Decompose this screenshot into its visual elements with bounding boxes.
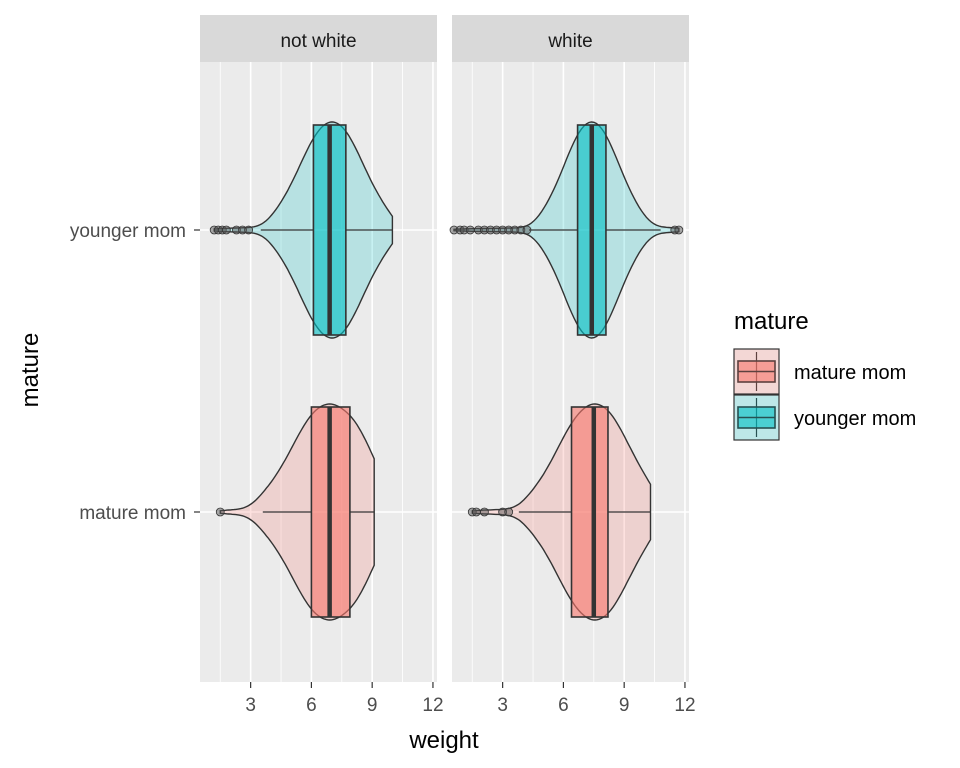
legend-key-violin — [733, 348, 780, 395]
outlier-point — [480, 507, 489, 517]
group-younger-mom — [209, 121, 394, 339]
x-tick-label: 12 — [674, 695, 695, 716]
x-axis-title: weight — [408, 727, 479, 754]
outlier-point — [504, 507, 514, 517]
outlier-point — [215, 507, 225, 517]
legend-key — [733, 348, 780, 395]
panel-not-white: not white 3 6 9 12 — [200, 15, 444, 716]
strip-label: white — [547, 31, 592, 52]
strip-background — [452, 15, 689, 62]
y-axis: younger mom mature mom — [70, 221, 200, 524]
legend: mature mature mom younger mom — [733, 308, 916, 441]
x-tick-label: 3 — [497, 695, 508, 716]
panels: not white 3 6 9 12 white 3 6 9 12 — [200, 15, 696, 716]
x-tick-label: 6 — [306, 695, 317, 716]
panel-white: white 3 6 9 12 — [449, 15, 696, 716]
panel-background — [452, 62, 689, 682]
outlier-point — [674, 225, 684, 235]
x-tick-label: 9 — [367, 695, 378, 716]
x-tick-label: 12 — [422, 695, 443, 716]
y-tick-label: younger mom — [70, 221, 186, 242]
y-tick-label: mature mom — [79, 503, 186, 524]
legend-key — [733, 394, 780, 441]
x-tick-label: 3 — [245, 695, 256, 716]
strip-label: not white — [280, 31, 356, 52]
group-mature-mom — [215, 403, 375, 621]
legend-label: mature mom — [794, 362, 906, 384]
strip-background — [200, 15, 437, 62]
box — [570, 406, 609, 618]
legend-key-violin — [733, 394, 780, 441]
x-tick-label: 9 — [619, 695, 630, 716]
legend-label: younger mom — [794, 408, 916, 430]
x-tick-label: 6 — [558, 695, 569, 716]
outlier-point — [465, 225, 475, 235]
legend-title: mature — [734, 308, 809, 335]
outlier-point — [221, 225, 231, 235]
outlier-point — [244, 225, 254, 235]
group-mature-mom — [467, 403, 652, 621]
group-younger-mom — [449, 121, 684, 339]
outlier-point — [471, 507, 481, 517]
y-axis-title: mature — [17, 333, 44, 408]
outlier-point — [522, 225, 532, 235]
